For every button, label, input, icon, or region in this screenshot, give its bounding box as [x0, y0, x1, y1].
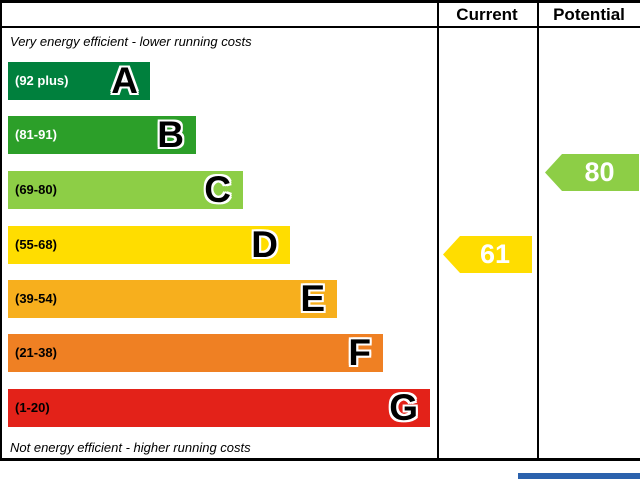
potential-column-header: Potential [553, 5, 625, 24]
band-e: (39-54) E [8, 280, 337, 318]
bottom-caption: Not energy efficient - higher running co… [10, 440, 251, 455]
current-rating-marker: 61 [443, 236, 532, 273]
band-b-letter: B [157, 114, 184, 155]
band-d-range: (55-68) [15, 237, 57, 252]
band-f-range: (21-38) [15, 345, 57, 360]
potential-rating-value: 80 [584, 157, 615, 187]
band-a: (92 plus) A [8, 62, 150, 100]
band-a-range: (92 plus) [15, 73, 69, 88]
top-border [0, 0, 640, 3]
band-d-letter: D [251, 224, 278, 265]
current-rating-value: 61 [479, 239, 511, 269]
band-c-letter: C [204, 169, 231, 210]
potential-column-divider [537, 0, 539, 461]
top-caption: Very energy efficient - lower running co… [10, 34, 252, 49]
band-f: (21-38) F [8, 334, 383, 372]
current-column-divider [437, 0, 439, 461]
band-g: (1-20) G [8, 389, 430, 427]
band-g-range: (1-20) [15, 400, 50, 415]
current-column-header: Current [456, 5, 518, 24]
potential-rating-marker: 80 [545, 154, 639, 191]
band-g-letter: G [389, 387, 418, 428]
bottom-border [0, 458, 640, 461]
band-c-range: (69-80) [15, 182, 57, 197]
band-a-letter: A [111, 60, 138, 101]
band-d: (55-68) D [8, 226, 290, 264]
band-b: (81-91) B [8, 116, 196, 154]
band-e-range: (39-54) [15, 291, 57, 306]
header-divider [0, 26, 640, 28]
left-border [0, 0, 2, 461]
band-e-letter: E [300, 278, 325, 319]
band-f-letter: F [348, 332, 371, 373]
partial-footer-box [518, 473, 640, 479]
band-c: (69-80) C [8, 171, 243, 209]
band-b-range: (81-91) [15, 127, 57, 142]
